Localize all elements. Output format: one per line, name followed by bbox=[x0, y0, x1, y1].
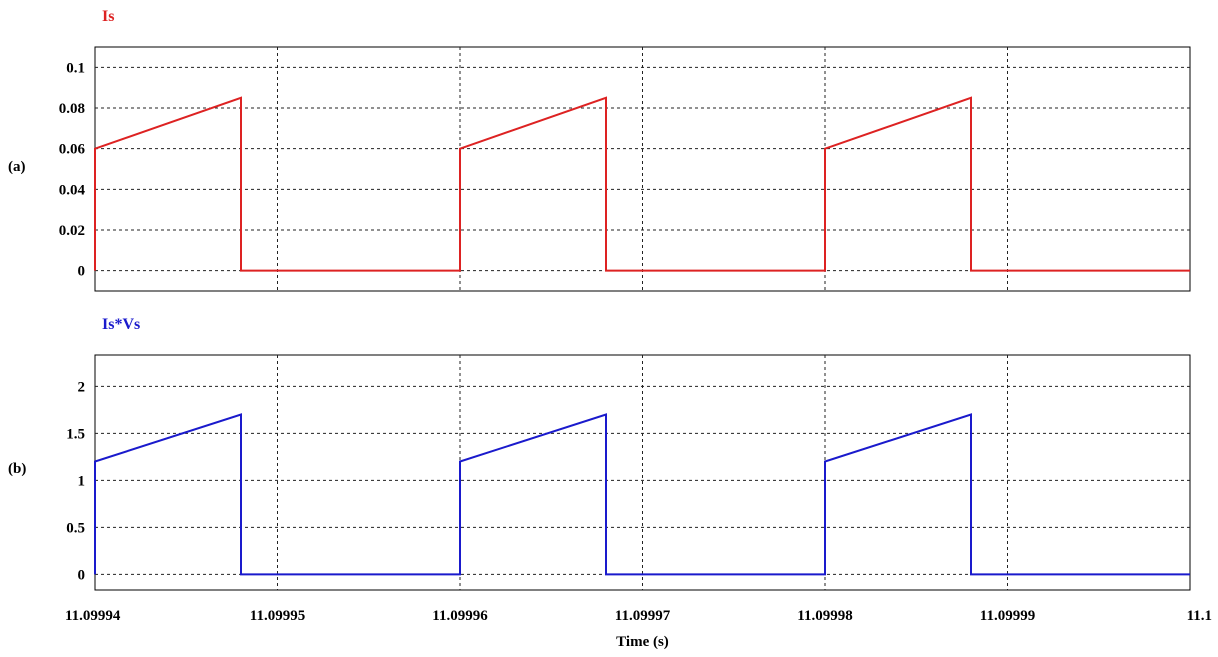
panel-a-ytick-label: 0.08 bbox=[59, 101, 85, 117]
xtick-label: 11.09995 bbox=[250, 608, 305, 624]
panel-a-ytick-label: 0.06 bbox=[59, 142, 86, 158]
xtick-label: 11.1 bbox=[1187, 608, 1212, 624]
panel-a-ytick-label: 0 bbox=[78, 264, 86, 280]
x-axis-label: Time (s) bbox=[616, 634, 669, 650]
panel-a-series-name: Is bbox=[102, 8, 114, 25]
panel-b-series-line bbox=[94, 413, 1190, 576]
panel-b-series-name: Is*Vs bbox=[102, 316, 140, 333]
panel-a-label: (a) bbox=[8, 159, 26, 175]
panel-b-label: (b) bbox=[8, 461, 26, 477]
panel-a-ytick-label: 0.02 bbox=[59, 223, 85, 239]
xtick-label: 11.09999 bbox=[980, 608, 1035, 624]
panel-b-ytick-label: 1.5 bbox=[66, 426, 85, 442]
xtick-label: 11.09996 bbox=[432, 608, 488, 624]
xtick-label: 11.09997 bbox=[615, 608, 671, 624]
panel-b-ytick-label: 0.5 bbox=[66, 520, 85, 536]
panel-b-ytick-label: 2 bbox=[78, 379, 86, 395]
panel-a-series-line bbox=[94, 96, 1190, 272]
panel-a-ytick-label: 0.04 bbox=[59, 182, 86, 198]
panel-a-ytick-label: 0.1 bbox=[66, 60, 85, 76]
panel-b-ytick-label: 0 bbox=[78, 567, 86, 583]
xtick-label: 11.09998 bbox=[797, 608, 852, 624]
panel-b-ytick-label: 1 bbox=[78, 473, 86, 489]
xtick-label: 11.09994 bbox=[65, 608, 121, 624]
panel-b-plot-frame bbox=[94, 354, 1191, 591]
